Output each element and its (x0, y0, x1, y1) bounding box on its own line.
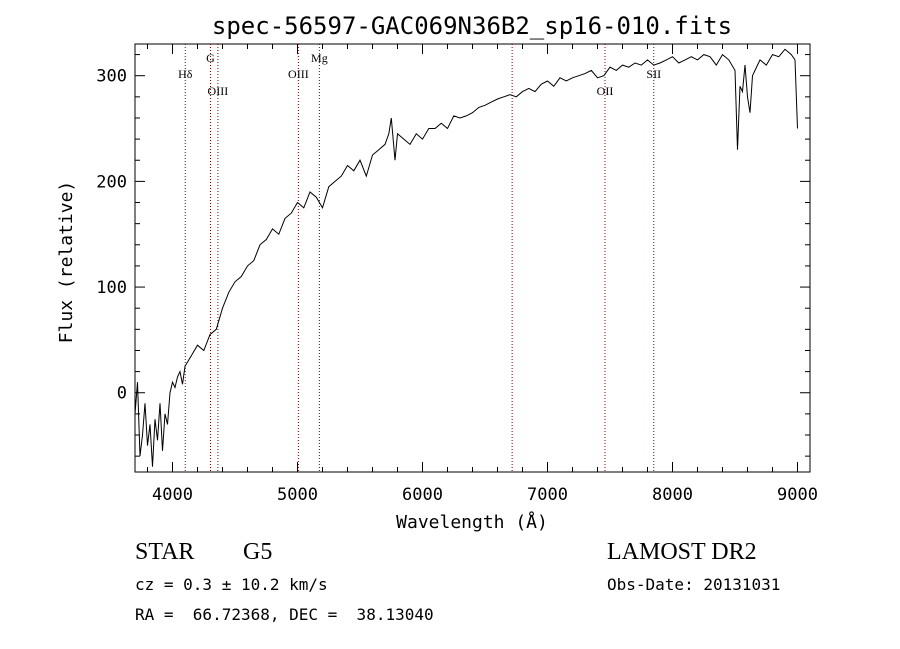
x-tick-label: 7000 (527, 485, 568, 505)
line-marker-label: Hδ (178, 67, 193, 81)
chart-title: spec-56597-GAC069N36B2_sp16-010.fits (212, 12, 732, 40)
object-subclass: G5 (243, 539, 273, 565)
object-class: STAR (135, 539, 195, 565)
x-tick-label: 4000 (152, 485, 193, 505)
x-tick-label: 5000 (277, 485, 318, 505)
ra-dec-coordinates: RA = 66.72368, DEC = 38.13040 (135, 605, 434, 624)
x-tick-label: 6000 (402, 485, 443, 505)
line-marker-label: OII (597, 84, 614, 98)
y-tick-label: 0 (117, 384, 127, 404)
spectrum-line-0 (135, 48, 798, 467)
plot-frame (134, 43, 811, 473)
axis-ticks: 4000 5000 6000 7000 8000 9000 0 100 200 300 (96, 44, 818, 505)
x-axis-label: Wavelength (Å) (396, 511, 548, 533)
spectrum-series (135, 48, 798, 467)
line-marker-label: SII (646, 67, 661, 81)
survey-name: LAMOST DR2 (607, 539, 757, 565)
line-marker-label: OIII (288, 67, 309, 81)
y-tick-label: 200 (96, 172, 127, 192)
y-axis-label: Flux (relative) (56, 181, 77, 344)
obs-date: Obs-Date: 20131031 (607, 575, 781, 594)
x-tick-label: 9000 (777, 485, 818, 505)
y-tick-label: 300 (96, 67, 127, 87)
line-marker-label: Mg (311, 51, 328, 65)
line-marker-label: G (206, 51, 215, 65)
x-tick-label: 8000 (652, 485, 693, 505)
line-marker-label: OIII (208, 84, 229, 98)
redshift-cz: cz = 0.3 ± 10.2 km/s (135, 575, 328, 594)
y-tick-label: 100 (96, 278, 127, 298)
